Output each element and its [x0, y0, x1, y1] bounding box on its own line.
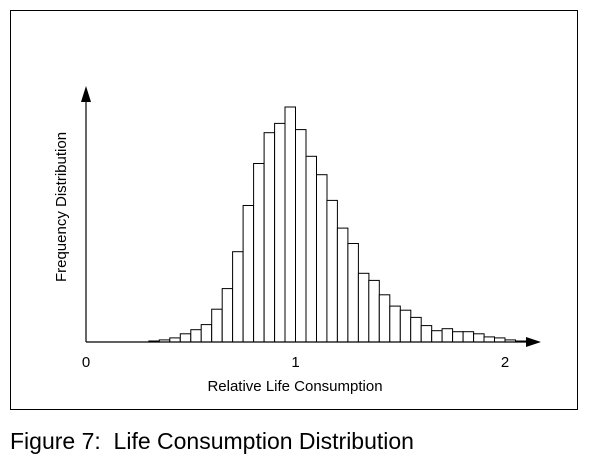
histogram-bar-13	[284, 106, 296, 343]
histogram-bar-6	[211, 308, 223, 343]
x-tick-label-2: 2	[501, 354, 509, 371]
y-axis-arrow	[81, 86, 91, 102]
x-axis-label: Relative Life Consumption	[207, 378, 382, 395]
histogram-bars	[148, 106, 527, 343]
histogram-bar-19	[347, 243, 359, 343]
x-tick-labels: 0 1 2	[82, 354, 509, 371]
histogram-bar-11	[263, 132, 276, 343]
histogram-bar-22	[378, 294, 391, 343]
histogram-bar-32	[483, 336, 495, 343]
histogram-bar-30	[462, 331, 475, 343]
histogram-bar-12	[274, 122, 286, 343]
histogram-bar-5	[200, 324, 213, 343]
histogram-bar-16	[316, 174, 328, 343]
histogram-bar-33	[494, 337, 506, 343]
histogram-bar-24	[399, 309, 412, 343]
x-axis-arrow	[526, 337, 541, 347]
histogram-bar-15	[305, 155, 317, 343]
histogram-bar-18	[336, 227, 349, 343]
histogram-bar-28	[441, 328, 454, 343]
histogram-bar-4	[190, 329, 202, 343]
histogram-bar-2	[169, 337, 181, 343]
histogram-bar-29	[452, 331, 464, 343]
histogram-bar-7	[221, 288, 234, 343]
histogram-bar-10	[253, 163, 265, 343]
histogram-bar-14	[295, 129, 307, 343]
chart-frame: 0 1 2 Relative Life Consumption Frequency …	[10, 10, 578, 410]
y-axis-label: Frequency Distribution	[53, 132, 70, 282]
histogram-bar-17	[326, 199, 338, 343]
histogram-bar-21	[368, 279, 380, 343]
histogram-bar-26	[420, 325, 433, 343]
x-tick-label-0: 0	[82, 354, 90, 371]
histogram-bar-25	[410, 316, 422, 343]
histogram-bar-31	[473, 333, 485, 343]
histogram-bar-3	[179, 333, 192, 343]
histogram-bar-8	[232, 251, 244, 343]
histogram-bar-9	[242, 205, 255, 343]
x-tick-label-1: 1	[291, 354, 299, 371]
figure-caption: Figure 7: Life Consumption Distribution	[10, 428, 414, 454]
histogram-bar-27	[431, 330, 443, 343]
histogram-bar-20	[357, 272, 370, 343]
histogram-bar-23	[389, 305, 401, 343]
histogram-plot: 0 1 2 Relative Life Consumption Frequency …	[53, 86, 541, 395]
